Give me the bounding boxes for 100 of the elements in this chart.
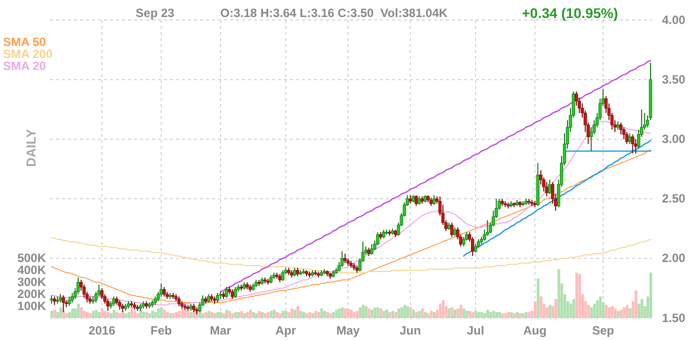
- bar: [578, 274, 581, 318]
- text: SMA 200: [3, 47, 53, 62]
- x-tick-label: Mar: [210, 324, 232, 338]
- bar: [98, 312, 101, 318]
- bar: [548, 304, 552, 318]
- bar: [320, 308, 323, 318]
- candlestick: [234, 286, 237, 298]
- candlestick: [106, 298, 110, 312]
- bar: [288, 312, 290, 318]
- bar: [50, 310, 54, 318]
- bar: [210, 312, 214, 318]
- bar: [614, 308, 617, 318]
- bar: [403, 304, 406, 318]
- text: SMA 20: [3, 59, 46, 74]
- bar: [157, 308, 160, 318]
- bar: [88, 313, 92, 318]
- bar: [516, 312, 519, 318]
- bar: [163, 310, 166, 318]
- x-tick-label: Apr: [275, 324, 296, 338]
- bar: [590, 307, 593, 318]
- bar: [394, 312, 398, 318]
- candlestick: [376, 232, 380, 246]
- bar: [282, 310, 284, 318]
- y-tick-label: 1.50: [662, 310, 686, 325]
- candlestick: [100, 288, 104, 300]
- candlestick: [625, 132, 628, 144]
- y-tick-label: 4.00: [662, 12, 686, 27]
- bar: [246, 312, 249, 318]
- bar: [225, 310, 228, 318]
- bar: [610, 306, 614, 318]
- bar: [424, 312, 427, 318]
- bar: [231, 313, 234, 318]
- bar: [124, 313, 128, 318]
- bar: [326, 312, 329, 318]
- bar: [110, 313, 112, 318]
- bar: [477, 312, 480, 318]
- bar: [634, 290, 638, 318]
- bar: [397, 308, 400, 318]
- bar: [294, 310, 296, 318]
- bar: [528, 312, 531, 318]
- bar: [172, 313, 175, 318]
- bar: [386, 310, 388, 318]
- bar: [640, 298, 644, 318]
- bar: [136, 313, 140, 318]
- bar: [362, 304, 364, 318]
- bar: [546, 307, 548, 318]
- bar: [249, 310, 252, 318]
- bar: [151, 310, 154, 318]
- bar: [252, 312, 255, 318]
- bar: [208, 310, 210, 318]
- annotation: +0.34 (10.95%): [522, 4, 618, 21]
- bar: [430, 310, 433, 318]
- bar: [214, 313, 216, 318]
- bar: [234, 312, 237, 318]
- candlestick: [631, 134, 634, 154]
- candlestick: [76, 276, 80, 295]
- bar: [77, 304, 80, 318]
- bar: [71, 308, 74, 318]
- bar: [376, 307, 380, 318]
- bar: [332, 312, 335, 318]
- bar: [483, 313, 486, 318]
- bar: [219, 312, 222, 318]
- bar: [554, 298, 558, 318]
- y2-tick-label: 500K: [17, 251, 46, 266]
- bar: [314, 310, 318, 318]
- bar: [536, 278, 540, 318]
- candlestick: [70, 292, 74, 304]
- y2-tick-label: 300K: [17, 275, 46, 290]
- bar: [258, 310, 261, 318]
- bar: [513, 313, 516, 318]
- x-tick-label: Aug: [523, 324, 547, 338]
- x-tick-label: Sep: [592, 324, 614, 338]
- bar: [616, 310, 620, 318]
- bar: [335, 310, 338, 318]
- bar: [104, 310, 106, 318]
- bar: [178, 310, 181, 318]
- bar: [106, 312, 110, 318]
- bar: [391, 310, 394, 318]
- bar: [406, 306, 409, 318]
- bar: [130, 307, 134, 318]
- bar: [489, 312, 492, 318]
- bar: [480, 312, 484, 318]
- bar: [628, 308, 632, 318]
- bar: [68, 312, 71, 318]
- bar: [145, 312, 148, 318]
- bar: [92, 310, 95, 318]
- candlestick: [224, 286, 228, 298]
- candlestick: [281, 270, 284, 282]
- bar: [80, 307, 83, 318]
- bar: [346, 308, 350, 318]
- bar: [418, 310, 421, 318]
- bar: [534, 301, 536, 318]
- candlestick: [619, 122, 622, 135]
- bar: [456, 308, 460, 318]
- bar: [344, 308, 347, 318]
- bar: [302, 312, 306, 318]
- bar: [587, 304, 590, 318]
- bar: [190, 312, 192, 318]
- x-tick-label: May: [336, 324, 360, 338]
- bar: [498, 312, 501, 318]
